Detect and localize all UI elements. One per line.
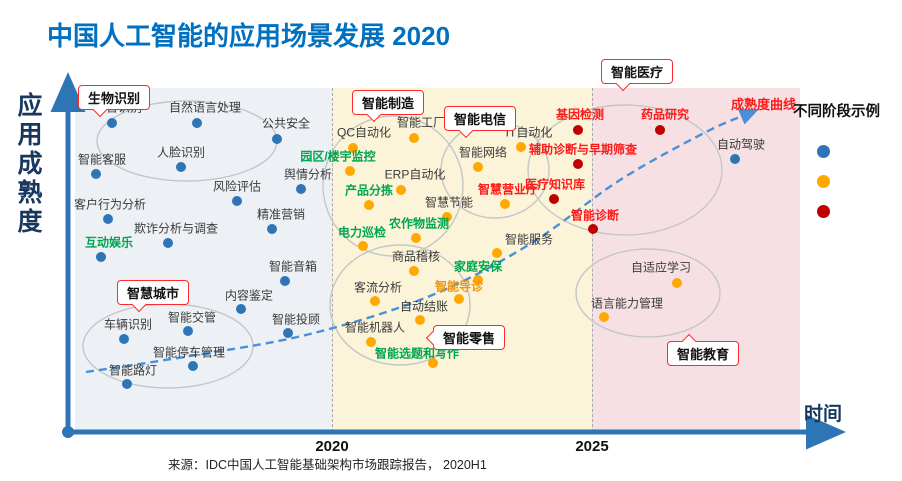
group-ellipse <box>322 115 464 257</box>
group-ellipse <box>329 244 471 366</box>
group-ellipse <box>575 248 721 338</box>
x-tick-2020: 2020 <box>315 438 349 455</box>
stage-separator-2 <box>592 88 593 432</box>
x-axis-label: 时间 <box>804 404 843 425</box>
stage-band-1 <box>75 88 332 432</box>
legend-title: 不同阶段示例 <box>793 104 880 120</box>
x-tick-2025: 2025 <box>575 438 609 455</box>
legend-dot-blue <box>817 145 830 158</box>
source-note: 来源：IDC中国人工智能基础架构市场跟踪报告， 2020H1 <box>168 458 487 472</box>
group-ellipse <box>440 121 550 219</box>
legend-dot-red <box>817 205 830 218</box>
group-ellipse <box>96 100 278 182</box>
stage-separator-1 <box>332 88 333 432</box>
y-axis-label: 应用成熟度 <box>14 92 42 237</box>
maturity-curve <box>85 109 759 374</box>
legend-dot-orange <box>817 175 830 188</box>
axis-origin-dot <box>62 426 74 438</box>
legend-dots <box>793 145 899 218</box>
maturity-curve-label: 成熟度曲线 <box>731 97 797 112</box>
group-ellipse <box>527 104 723 236</box>
page-title: 中国人工智能的应用场景发展 2020 <box>47 21 451 51</box>
legend: 不同阶段示例 <box>793 100 899 218</box>
group-ellipse <box>82 303 254 389</box>
stage-band-2 <box>332 88 592 432</box>
